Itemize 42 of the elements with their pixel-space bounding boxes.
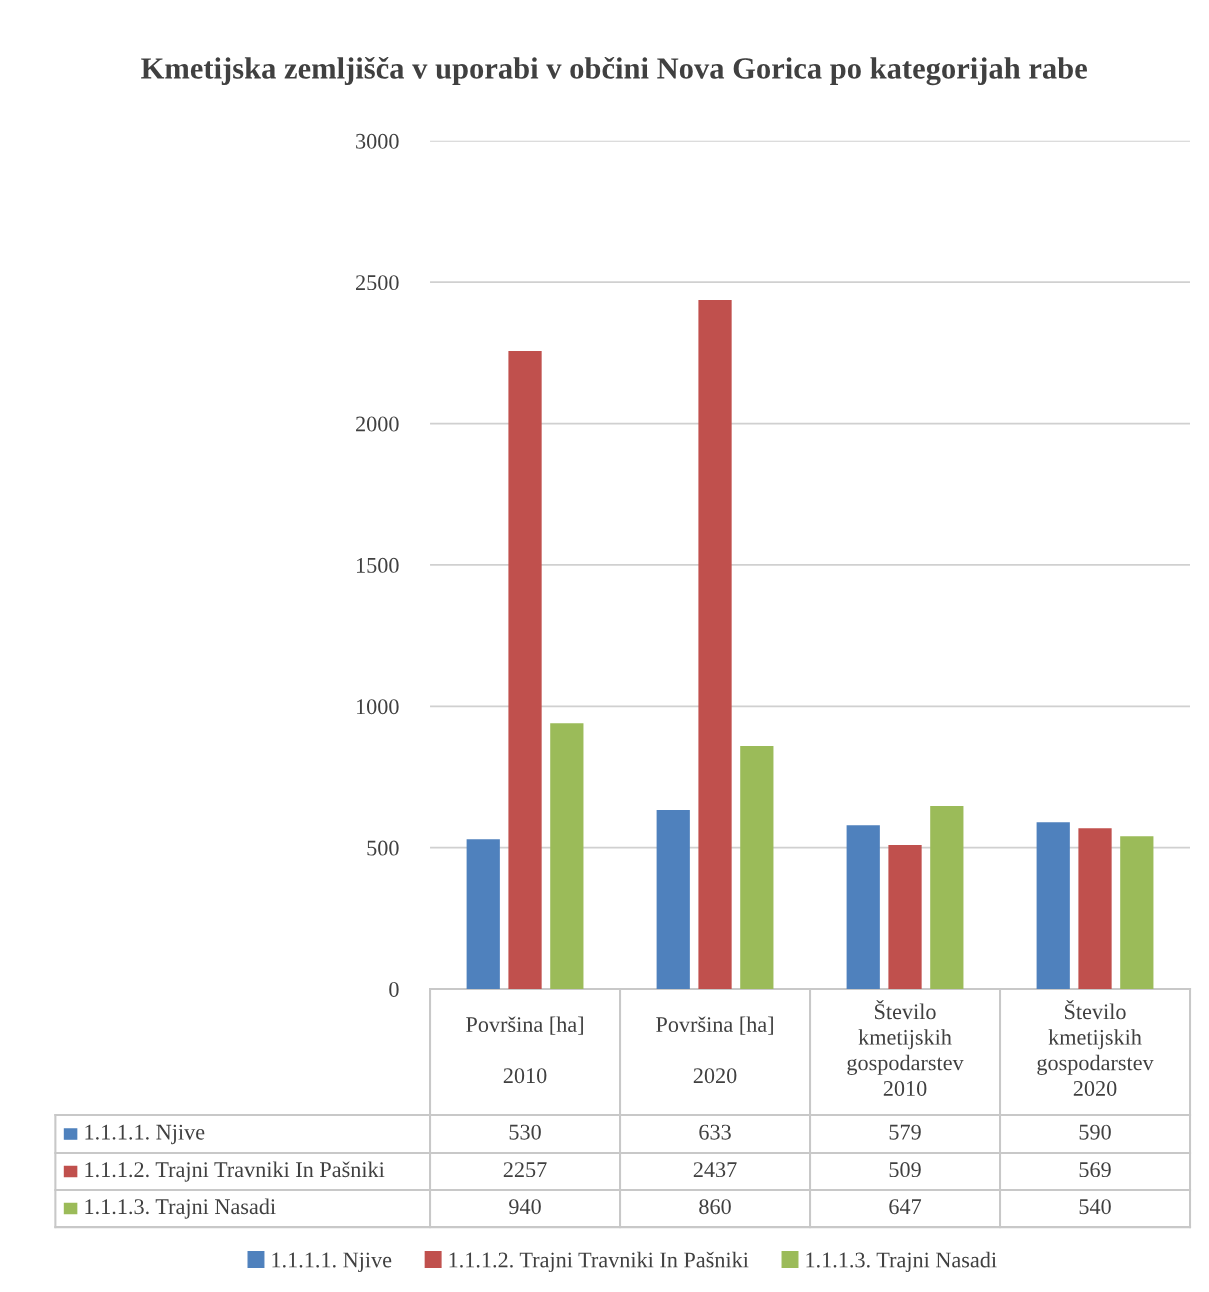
data-label: 940 bbox=[509, 1199, 541, 1215]
legend-label: 1.1.1.2. Trajni Travniki In Pašniki bbox=[85, 1161, 385, 1182]
y-tick-label: 2500 bbox=[356, 275, 399, 291]
y-tick-label: 0 bbox=[389, 981, 399, 997]
chart-title: Kmetijska zemljišča v uporabi v občini Nova Gorica po kategorijah rabe bbox=[141, 56, 1087, 86]
bar bbox=[550, 723, 584, 990]
bar bbox=[846, 825, 880, 990]
bar bbox=[1036, 822, 1070, 990]
y-tick-label: 500 bbox=[367, 840, 399, 856]
category-label: Površina [ha] 2020 bbox=[656, 1016, 773, 1084]
legend-label: 1.1.1.1. Njive bbox=[272, 1252, 392, 1272]
y-tick-label: 1500 bbox=[357, 557, 399, 573]
data-label: 530 bbox=[509, 1124, 541, 1140]
data-label: 509 bbox=[889, 1162, 921, 1178]
data-label: 2257 bbox=[503, 1162, 547, 1178]
y-tick-label: 3000 bbox=[356, 133, 399, 149]
y-tick-label: 1000 bbox=[357, 699, 399, 715]
text: 1.1.1.3. Trajni Nasadi bbox=[85, 1198, 276, 1219]
data-label: 860 bbox=[699, 1199, 731, 1215]
data-label: 633 bbox=[699, 1124, 731, 1140]
bar bbox=[698, 300, 732, 990]
data-label: 579 bbox=[889, 1124, 921, 1140]
data-label: 569 bbox=[1079, 1162, 1111, 1178]
bar bbox=[1078, 828, 1112, 990]
x-tick-label: Število kmetijskih gospodarstev 2010 bbox=[847, 1000, 964, 1096]
y-tick-label: 2000 bbox=[356, 416, 399, 432]
bar bbox=[930, 806, 964, 990]
data-label: 540 bbox=[1079, 1199, 1111, 1215]
category-label: Površina [ha] 2010 bbox=[466, 1016, 583, 1084]
bar bbox=[888, 845, 922, 990]
bar bbox=[466, 839, 500, 990]
data-label: 2437 bbox=[693, 1162, 737, 1178]
text: 1.1.1.2. Trajni Travniki In Pašniki bbox=[449, 1251, 749, 1272]
bar bbox=[508, 350, 542, 990]
legend-label: 1.1.1.3. Trajni Nasadi bbox=[806, 1251, 997, 1272]
x-tick-label: Število kmetijskih gospodarstev 2020 bbox=[1037, 1000, 1154, 1096]
bar bbox=[656, 810, 690, 990]
data-label: 647 bbox=[889, 1199, 922, 1215]
bar bbox=[1120, 836, 1154, 990]
text: 1.1.1.1. Njive bbox=[85, 1124, 205, 1145]
bar bbox=[740, 745, 774, 990]
data-label: 590 bbox=[1079, 1124, 1111, 1140]
